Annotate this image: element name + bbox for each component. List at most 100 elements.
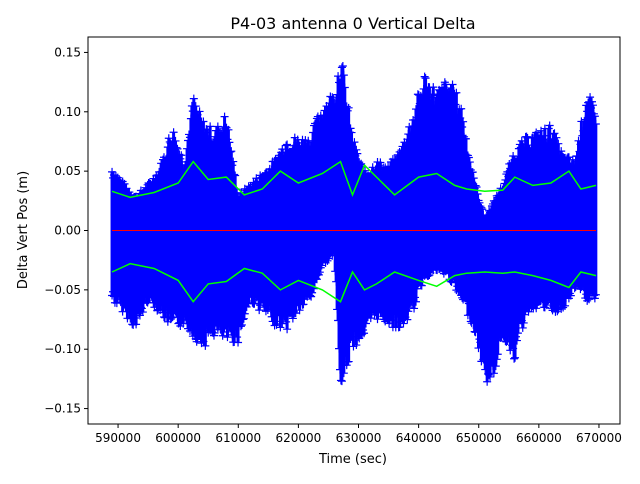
data-point xyxy=(261,307,270,316)
x-tick-label: 590000 xyxy=(95,431,141,445)
x-tick-label: 600000 xyxy=(155,431,201,445)
data-point xyxy=(519,318,528,327)
data-point xyxy=(111,171,120,180)
x-tick-label: 650000 xyxy=(456,431,502,445)
data-point xyxy=(591,290,600,299)
data-point xyxy=(373,315,382,324)
data-point xyxy=(587,97,596,106)
data-point xyxy=(461,134,470,143)
y-axis-label: Delta Vert Pos (m) xyxy=(16,171,31,289)
data-point xyxy=(464,153,473,162)
data-point xyxy=(483,377,492,386)
data-point xyxy=(524,307,533,316)
data-point xyxy=(225,138,234,147)
data-point xyxy=(276,323,285,332)
data-point xyxy=(220,112,229,121)
series-line-std xyxy=(111,262,597,303)
data-point xyxy=(347,128,356,137)
data-point xyxy=(478,205,487,214)
data-point xyxy=(404,307,413,316)
data-point xyxy=(469,174,478,183)
y-tick-label: −0.15 xyxy=(44,402,81,416)
data-point xyxy=(403,315,412,324)
data-point xyxy=(171,136,180,145)
blue-series xyxy=(108,61,600,386)
data-point xyxy=(231,171,240,180)
data-point xyxy=(486,372,495,381)
x-tick-label: 620000 xyxy=(275,431,321,445)
data-point xyxy=(590,294,599,303)
data-point xyxy=(492,355,501,364)
data-point xyxy=(237,320,246,329)
data-point xyxy=(191,102,200,111)
data-point xyxy=(586,93,595,102)
data-point xyxy=(229,157,238,166)
data-point xyxy=(338,61,347,70)
data-point xyxy=(312,275,321,284)
data-point xyxy=(339,369,348,378)
data-point xyxy=(352,341,361,350)
data-point xyxy=(473,190,482,199)
data-point xyxy=(376,158,385,167)
data-point xyxy=(493,350,502,359)
data-point xyxy=(429,83,438,92)
data-point xyxy=(175,150,184,159)
data-point xyxy=(337,377,346,386)
data-point xyxy=(283,140,292,149)
data-point xyxy=(561,301,570,310)
y-axis: −0.15 −0.10 −0.05 0.00 0.05 0.10 0.15 xyxy=(44,45,88,416)
data-point xyxy=(213,122,222,131)
data-point xyxy=(452,88,461,97)
data-point xyxy=(417,281,426,290)
data-point xyxy=(132,320,141,329)
data-point xyxy=(395,322,404,331)
data-point xyxy=(206,122,215,131)
chart-title: P4-03 antenna 0 Vertical Delta xyxy=(230,14,475,33)
data-point xyxy=(441,80,450,89)
data-point xyxy=(218,331,227,340)
plot-area xyxy=(108,61,600,386)
data-point xyxy=(315,268,324,277)
data-point xyxy=(299,300,308,309)
y-tick-label: 0.00 xyxy=(54,224,81,238)
data-point xyxy=(201,341,210,350)
data-point xyxy=(421,74,430,83)
data-point xyxy=(350,138,359,147)
data-point xyxy=(585,295,594,304)
data-point xyxy=(448,80,457,89)
data-point xyxy=(588,101,597,110)
data-point xyxy=(255,306,264,315)
data-point xyxy=(239,314,248,323)
y-tick-label: −0.05 xyxy=(44,283,81,297)
series-line-std xyxy=(111,160,597,199)
data-point xyxy=(342,361,351,370)
data-point xyxy=(344,103,353,112)
data-point xyxy=(353,149,362,158)
data-point xyxy=(518,323,527,332)
data-point xyxy=(468,168,477,177)
data-point xyxy=(557,147,566,156)
data-point xyxy=(545,121,554,130)
data-point xyxy=(173,144,182,153)
data-point xyxy=(361,319,370,328)
data-point xyxy=(550,129,559,138)
data-point xyxy=(405,303,414,312)
data-point xyxy=(513,329,522,338)
data-point xyxy=(308,288,317,297)
data-point xyxy=(410,304,419,313)
data-point xyxy=(352,145,361,154)
data-point xyxy=(542,301,551,310)
data-point xyxy=(307,292,316,301)
y-tick-label: 0.10 xyxy=(54,105,81,119)
data-point xyxy=(344,357,353,366)
y-tick-label: 0.15 xyxy=(54,45,81,59)
data-point xyxy=(590,112,599,121)
data-point xyxy=(591,119,600,128)
data-point xyxy=(250,299,259,308)
data-point xyxy=(559,303,568,312)
data-point xyxy=(339,71,348,80)
data-point xyxy=(125,188,134,197)
x-tick-label: 660000 xyxy=(516,431,562,445)
data-point xyxy=(489,369,498,378)
